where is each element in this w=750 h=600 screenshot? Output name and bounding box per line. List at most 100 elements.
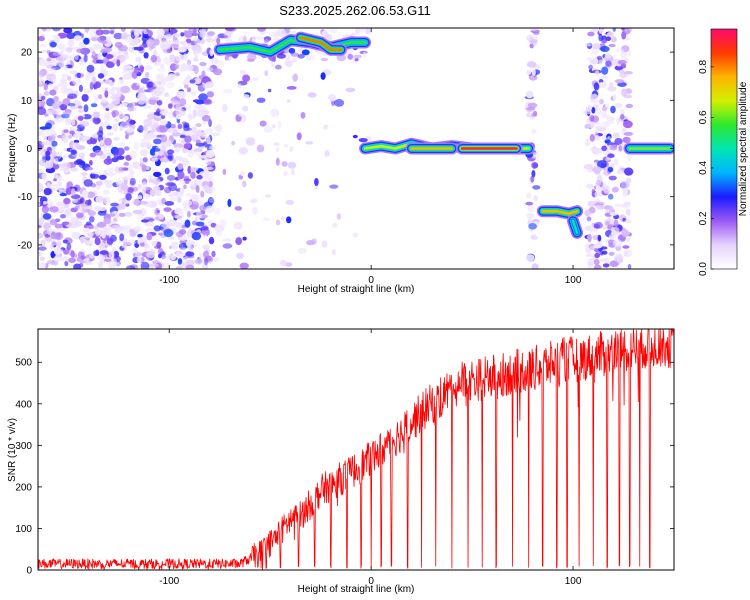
heatmap-cell xyxy=(613,158,619,166)
heatmap-cell xyxy=(154,38,160,46)
heatmap-cell xyxy=(175,251,181,257)
heatmap-cell xyxy=(198,155,209,159)
heatmap-cell xyxy=(334,99,345,107)
heatmap-cell xyxy=(336,213,342,220)
heatmap-cell xyxy=(110,99,120,106)
heatmap-cell xyxy=(596,179,602,186)
heatmap-cell xyxy=(180,40,188,46)
colorbar-ticks: 0.0 0.2 0.4 0.6 0.8 xyxy=(698,60,714,276)
heatmap-cell xyxy=(530,175,535,183)
heatmap-cell xyxy=(532,68,536,76)
heatmap-cell xyxy=(221,103,228,113)
heatmap-cell xyxy=(227,198,232,208)
y-tick-label: 20 xyxy=(21,48,33,59)
heatmap-cell xyxy=(219,219,227,228)
heatmap-cell xyxy=(247,53,257,62)
heatmap-cell xyxy=(594,221,603,229)
heatmap-cell xyxy=(49,202,55,208)
heatmap-cell xyxy=(125,265,136,269)
heatmap-cell xyxy=(205,128,214,135)
heatmap-cell xyxy=(623,131,634,136)
heatmap-cell xyxy=(143,52,149,59)
heatmap-cell xyxy=(175,54,184,62)
colorbar-tick-label: 0.2 xyxy=(698,211,709,225)
heatmap-cell xyxy=(605,221,610,226)
heatmap-cell xyxy=(594,70,600,77)
heatmap-cell xyxy=(162,112,166,116)
heatmap-cell xyxy=(307,92,317,98)
heatmap-cell xyxy=(619,108,625,115)
heatmap-cell xyxy=(38,80,42,85)
heatmap-cell xyxy=(305,54,316,61)
heatmap-cell xyxy=(67,93,78,99)
heatmap-cell xyxy=(154,207,161,216)
heatmap-cell xyxy=(602,106,608,111)
heatmap-cell xyxy=(269,31,278,37)
heatmap-cell xyxy=(617,82,627,87)
heatmap-cell xyxy=(206,91,214,98)
heatmap-cell xyxy=(64,118,73,123)
heatmap-cell xyxy=(531,161,539,169)
heatmap-cell xyxy=(47,67,56,72)
heatmap-cell xyxy=(594,137,601,141)
heatmap-cell xyxy=(118,44,128,52)
heatmap-cell xyxy=(589,114,595,122)
heatmap-cell xyxy=(156,85,166,94)
heatmap-cell xyxy=(69,130,75,135)
heatmap-cell xyxy=(84,199,92,206)
heatmap-cell xyxy=(156,198,162,205)
heatmap-cell xyxy=(614,79,625,84)
heatmap-cell xyxy=(597,234,602,242)
heatmap-cell xyxy=(166,59,172,66)
heatmap-cell xyxy=(270,108,280,117)
heatmap-cell xyxy=(611,226,615,234)
heatmap-cell xyxy=(127,103,135,112)
heatmap-cell xyxy=(83,179,93,187)
heatmap-cell xyxy=(71,221,77,227)
heatmap-cell xyxy=(213,126,222,130)
heatmap-cell xyxy=(210,222,217,228)
heatmap-cell xyxy=(528,223,537,230)
heatmap-cell xyxy=(76,128,83,132)
heatmap-cell xyxy=(593,243,603,249)
colorbar-tick-label: 0.6 xyxy=(698,110,709,124)
heatmap-cell xyxy=(151,80,161,87)
heatmap-cell xyxy=(287,161,297,169)
y-tick-label: 200 xyxy=(15,482,32,493)
heatmap-cell xyxy=(525,201,534,206)
heatmap-cell xyxy=(40,239,46,247)
heatmap-cell xyxy=(151,157,159,162)
heatmap-cell xyxy=(79,262,84,268)
heatmap-cell xyxy=(591,47,600,55)
heatmap-cell xyxy=(286,99,291,104)
heatmap-cell xyxy=(533,31,540,35)
heatmap-cell xyxy=(144,97,150,105)
heatmap-cell xyxy=(184,180,190,184)
heatmap-cell xyxy=(46,57,52,62)
heatmap-cell xyxy=(88,72,95,77)
heatmap-cell xyxy=(614,102,623,109)
heatmap-cell xyxy=(609,205,614,212)
heatmap-cell xyxy=(612,28,617,32)
heatmap-cell xyxy=(136,257,142,263)
heatmap-cell xyxy=(529,28,538,31)
heatmap-cell xyxy=(156,28,165,36)
heatmap-cell xyxy=(91,51,96,56)
heatmap-cell xyxy=(190,194,200,202)
heatmap-cell xyxy=(97,53,102,60)
heatmap-cell xyxy=(289,146,294,152)
heatmap-cell xyxy=(144,228,154,233)
heatmap-cell xyxy=(169,54,176,62)
heatmap-cell xyxy=(177,163,184,170)
heatmap-cell xyxy=(209,145,217,150)
heatmap-cell xyxy=(362,51,367,59)
heatmap-cell xyxy=(123,115,129,121)
y-tick-label: 500 xyxy=(15,358,32,369)
heatmap-cell xyxy=(161,41,169,46)
heatmap-cell xyxy=(193,104,201,110)
heatmap-cell xyxy=(167,149,175,155)
heatmap-cell xyxy=(46,259,56,265)
heatmap-cell xyxy=(281,29,286,36)
heatmap-cell xyxy=(105,61,115,68)
heatmap-cell xyxy=(99,80,105,84)
